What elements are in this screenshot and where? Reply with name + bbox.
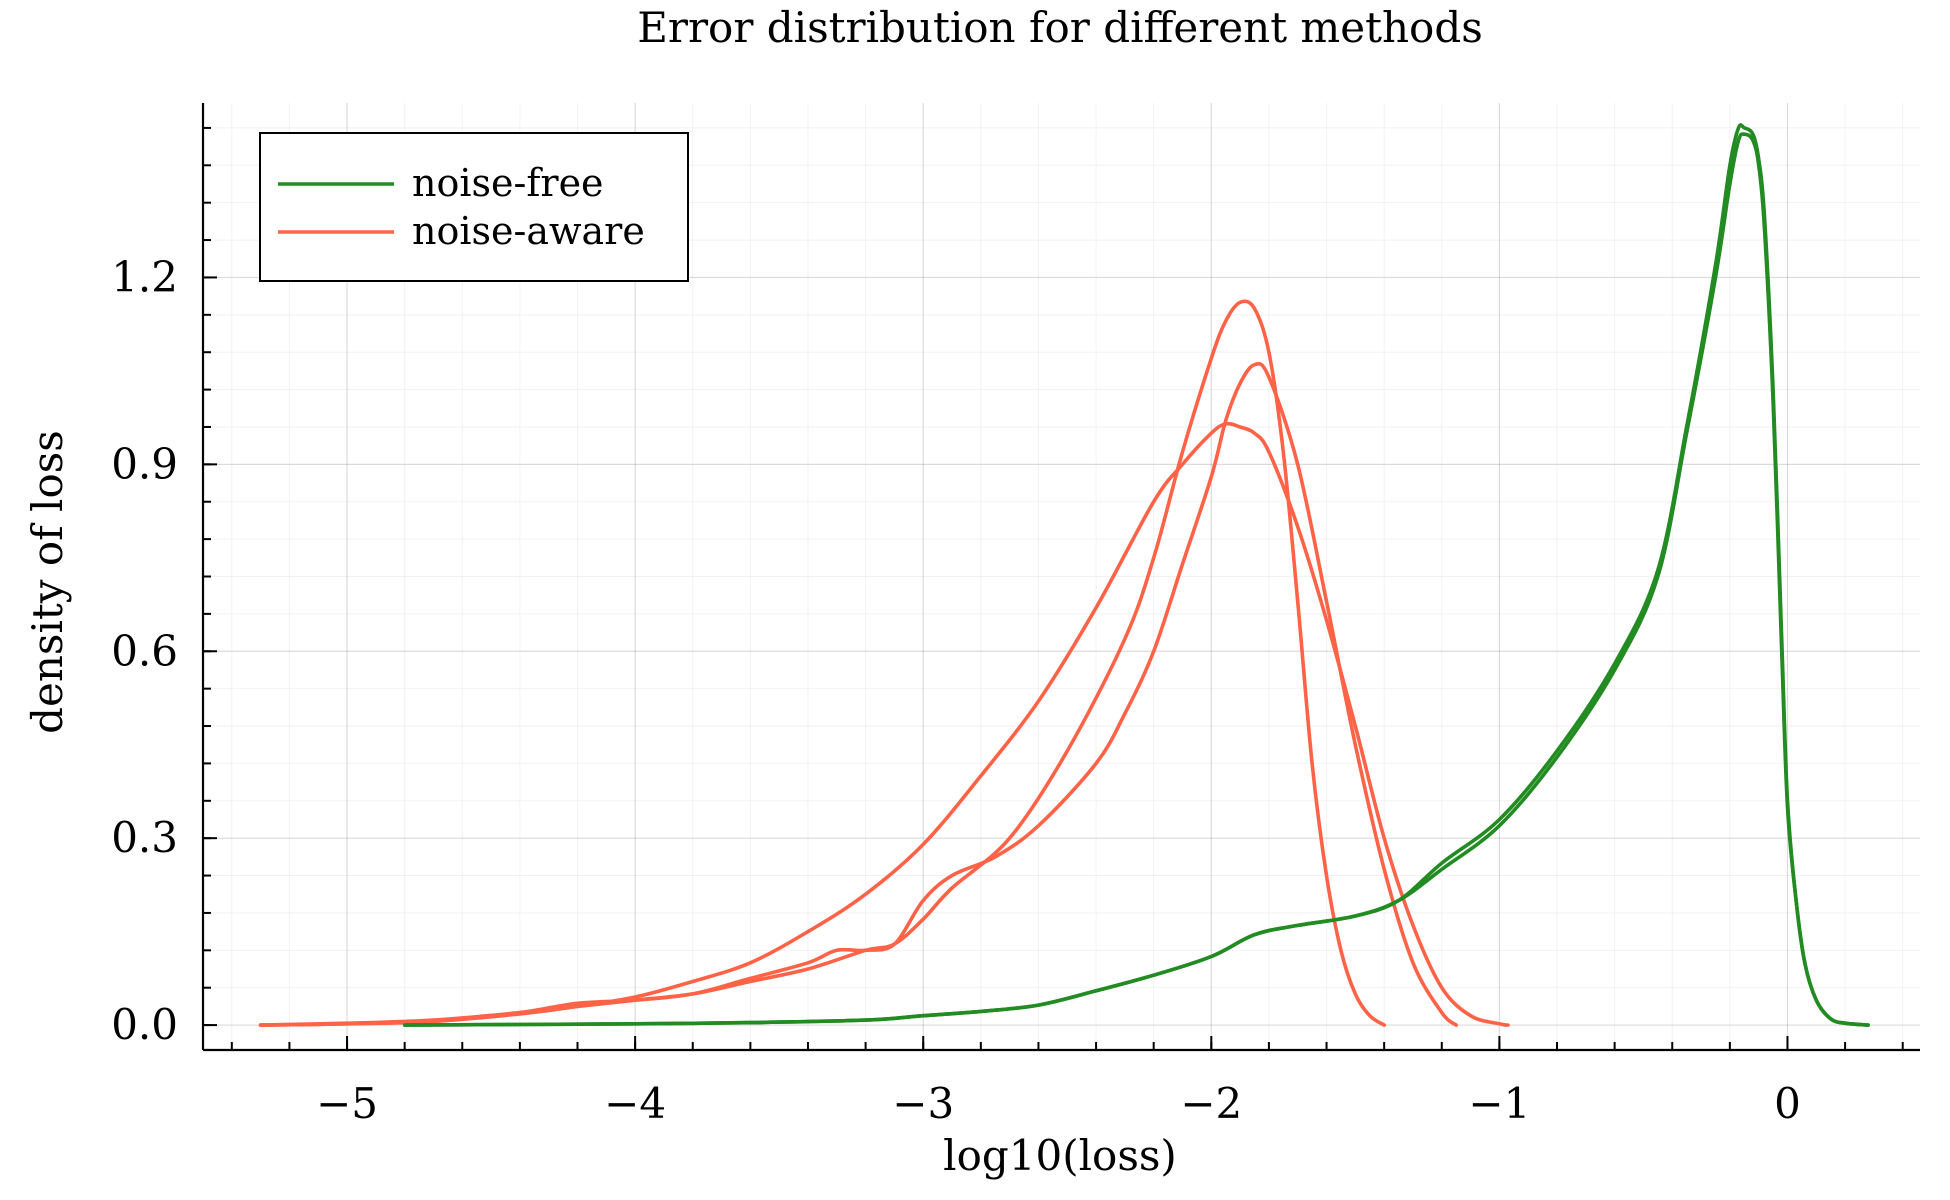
series-line-noise-aware-3 [258,299,1386,1027]
series-line-noise-aware-2 [258,421,1510,1027]
y-tick-label: 0.0 [111,1000,178,1049]
y-tick-label: 0.9 [111,439,178,488]
y-tick-label: 1.2 [111,252,178,301]
legend-box [259,132,689,282]
x-axis-label: log10(loss) [943,1131,1177,1180]
x-tick-label: −4 [604,1079,666,1128]
ticks [203,126,1904,1050]
x-tick-label: −2 [1180,1079,1242,1128]
legend-label-noise-aware: noise-aware [412,209,645,253]
x-tick-label: −5 [316,1079,378,1128]
series-group [258,123,1870,1027]
x-tick-label: −1 [1468,1079,1530,1128]
y-tick-label: 0.3 [111,813,178,862]
x-tick-label: −3 [892,1079,954,1128]
series-line-noise-aware-4 [258,361,1458,1027]
x-tick-label: 0 [1774,1079,1801,1128]
y-tick-label: 0.6 [111,626,178,675]
tick-labels: −5 −4 −3 −2 −1 0 0.0 0.3 0.6 0.9 1.2 [111,252,1801,1128]
y-axis-label: density of loss [23,430,72,734]
chart-title: Error distribution for different methods [637,3,1483,52]
legend: noise-free noise-aware [259,132,689,282]
legend-label-noise-free: noise-free [412,161,604,205]
series-line-noise-free-1 [402,123,1870,1027]
